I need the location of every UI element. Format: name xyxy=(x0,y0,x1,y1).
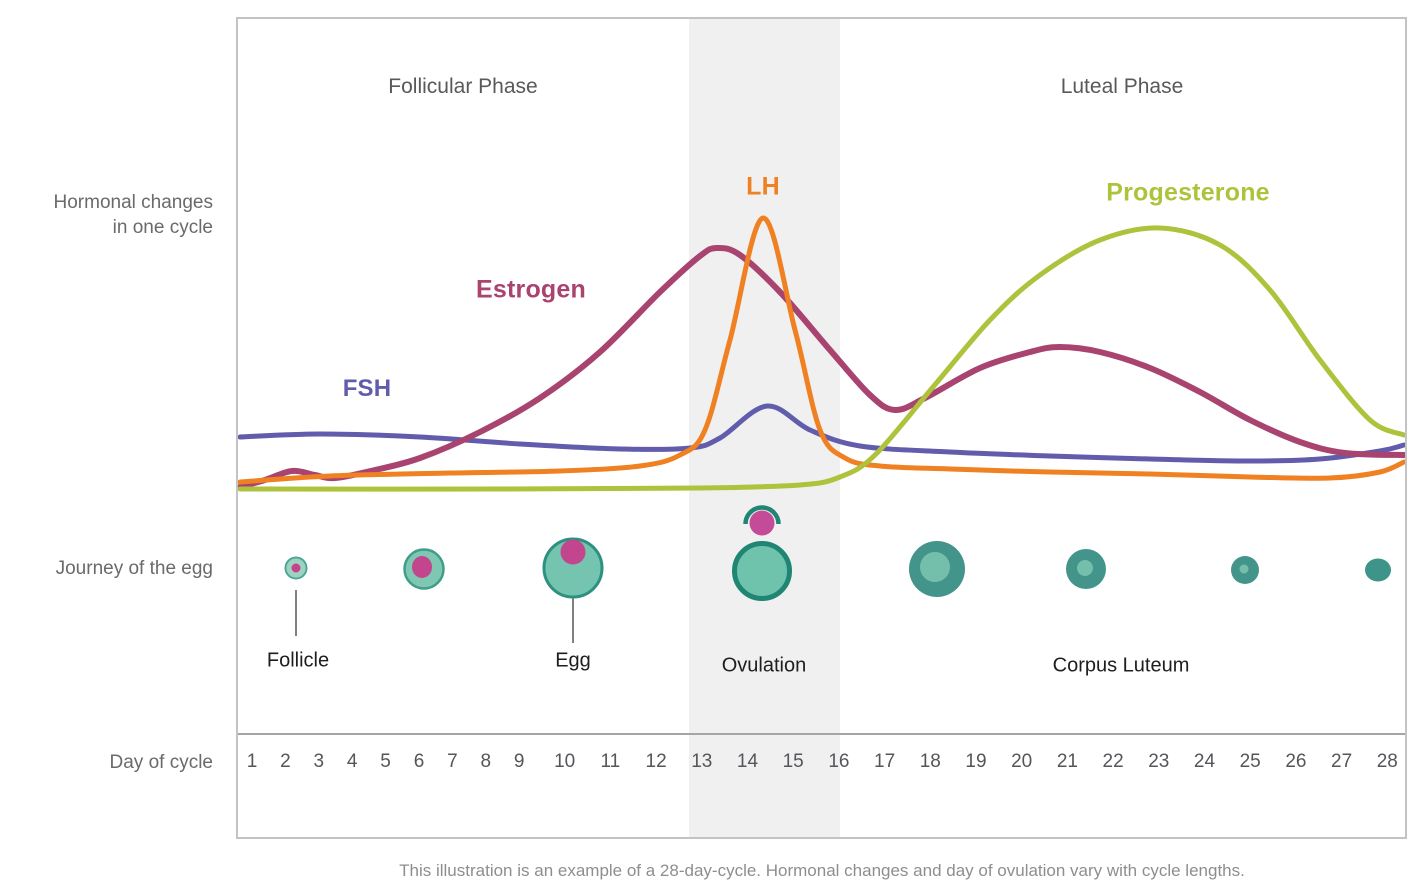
follicle-day10-circle xyxy=(542,537,604,599)
day-tick-13: 13 xyxy=(691,751,713,772)
corpus-luteum-stage-label: Corpus Luteum xyxy=(1052,654,1190,677)
day-axis-line xyxy=(238,733,1405,735)
ovulation-notch-rim xyxy=(743,505,781,525)
egg-stage-label: Egg xyxy=(555,649,591,672)
ovulation-released-egg xyxy=(749,510,775,536)
hormonal-changes-line2: in one cycle xyxy=(112,217,213,238)
day-tick-8: 8 xyxy=(480,751,492,772)
day-tick-7: 7 xyxy=(447,751,458,772)
ovulation-stage-label: Ovulation xyxy=(721,654,807,677)
day-tick-24: 24 xyxy=(1193,751,1216,772)
day-tick-15: 15 xyxy=(782,751,804,772)
day-tick-14: 14 xyxy=(736,751,759,772)
day-tick-27: 27 xyxy=(1331,751,1353,772)
follicle-day10-egg xyxy=(560,539,586,565)
day-tick-19: 19 xyxy=(965,751,987,772)
follicle-day2-egg xyxy=(291,563,301,573)
day-tick-12: 12 xyxy=(645,751,667,772)
day-tick-22: 22 xyxy=(1102,751,1124,772)
day-tick-2: 2 xyxy=(280,751,291,772)
fsh-curve-label: FSH xyxy=(342,375,392,402)
lh-curve-label: LH xyxy=(746,172,780,201)
day-tick-4: 4 xyxy=(346,751,358,772)
estrogen-curve xyxy=(238,244,1405,490)
follicle-day6-egg xyxy=(412,556,432,578)
hormone-curves xyxy=(238,215,1405,492)
day-tick-17: 17 xyxy=(874,751,896,772)
day-tick-10: 10 xyxy=(554,751,576,772)
figure-caption: This illustration is an example of a 28-… xyxy=(399,861,1245,880)
egg-journey-graphics xyxy=(284,505,1391,643)
day-tick-3: 3 xyxy=(313,751,325,772)
day-tick-28: 28 xyxy=(1376,751,1398,772)
follicle-stage-label: Follicle xyxy=(266,649,330,672)
corpus-luteum-day18-inner xyxy=(920,552,950,582)
day-tick-23: 23 xyxy=(1148,751,1170,772)
day-of-cycle-axis-label: Day of cycle xyxy=(109,752,213,773)
day-tick-9: 9 xyxy=(513,751,525,772)
hormonal-changes-line1: Hormonal changes xyxy=(53,192,213,213)
hormonal-changes-row-label: Hormonal changes in one cycle xyxy=(0,190,213,240)
day-tick-5: 5 xyxy=(380,751,391,772)
progesterone-curve-label: Progesterone xyxy=(1106,178,1270,207)
day-tick-18: 18 xyxy=(919,751,941,772)
corpus-luteum-day25-inner xyxy=(1239,564,1249,574)
fsh-curve xyxy=(238,403,1405,464)
chart-canvas xyxy=(238,215,1405,643)
day-tick-25: 25 xyxy=(1239,751,1261,772)
lh-curve xyxy=(238,215,1405,485)
day-tick-6: 6 xyxy=(413,751,425,772)
corpus-luteum-day21-inner xyxy=(1077,560,1093,576)
ovulation-shaded-band xyxy=(689,19,840,837)
chart-panel: Follicular Phase Luteal Phase FSH Estrog… xyxy=(236,17,1407,839)
egg-journey-row-label: Journey of the egg xyxy=(55,558,213,579)
progesterone-curve xyxy=(238,225,1405,492)
day-tick-16: 16 xyxy=(828,751,850,772)
follicular-phase-label: Follicular Phase xyxy=(388,75,538,98)
estrogen-curve-label: Estrogen xyxy=(476,275,586,304)
day-tick-20: 20 xyxy=(1011,751,1033,772)
day-tick-21: 21 xyxy=(1056,751,1078,772)
luteal-phase-label: Luteal Phase xyxy=(1060,75,1184,98)
day-tick-26: 26 xyxy=(1285,751,1307,772)
day-tick-1: 1 xyxy=(246,751,258,772)
ovulation-follicle-circle xyxy=(732,541,792,601)
day-tick-11: 11 xyxy=(600,751,621,772)
corpus-luteum-day28 xyxy=(1365,558,1391,582)
